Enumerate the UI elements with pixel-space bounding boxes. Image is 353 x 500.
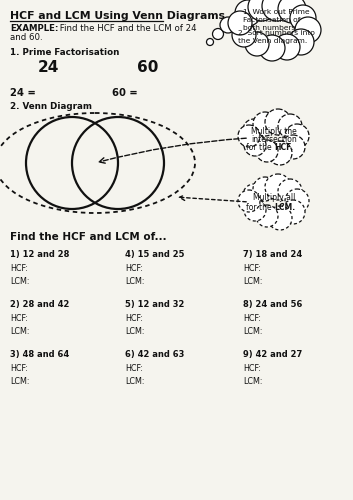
Text: 2. Venn Diagram: 2. Venn Diagram <box>10 102 92 111</box>
Circle shape <box>278 179 302 203</box>
Text: LCM:: LCM: <box>125 377 144 386</box>
Text: LCM:: LCM: <box>243 327 263 336</box>
Text: LCM:: LCM: <box>125 277 144 286</box>
Circle shape <box>253 177 277 201</box>
Text: Find the HCF and the LCM of 24: Find the HCF and the LCM of 24 <box>57 24 197 33</box>
Circle shape <box>253 112 277 136</box>
Text: for the: for the <box>246 202 274 211</box>
Circle shape <box>256 205 278 227</box>
Circle shape <box>285 189 309 213</box>
Text: EXAMPLE:: EXAMPLE: <box>10 24 58 33</box>
Text: 8) 24 and 56: 8) 24 and 56 <box>243 300 303 309</box>
Text: 5) 12 and 32: 5) 12 and 32 <box>125 300 184 309</box>
Text: HCF:: HCF: <box>10 364 28 373</box>
Circle shape <box>274 34 300 60</box>
Circle shape <box>248 0 276 21</box>
Circle shape <box>259 35 285 61</box>
Circle shape <box>288 29 314 55</box>
Text: for the: for the <box>246 142 274 152</box>
Text: LCM:: LCM: <box>243 377 263 386</box>
Circle shape <box>290 5 316 31</box>
Circle shape <box>228 11 252 35</box>
Text: Multiply all: Multiply all <box>253 194 295 202</box>
Text: LCM:: LCM: <box>10 327 30 336</box>
Text: LCM:: LCM: <box>243 277 263 286</box>
Text: LCM:: LCM: <box>125 327 144 336</box>
Text: intersection: intersection <box>251 134 297 143</box>
Text: 60: 60 <box>137 60 159 75</box>
Circle shape <box>232 23 256 47</box>
Text: and 60.: and 60. <box>10 33 43 42</box>
Circle shape <box>207 38 214 46</box>
Text: 1) 12 and 28: 1) 12 and 28 <box>10 250 70 259</box>
Circle shape <box>281 135 305 159</box>
Text: 2. Sort numbers into
the Venn diagram.: 2. Sort numbers into the Venn diagram. <box>238 30 315 44</box>
Text: HCF:: HCF: <box>10 314 28 323</box>
Circle shape <box>278 114 302 138</box>
Text: HCF:: HCF: <box>243 264 261 273</box>
Circle shape <box>244 199 266 221</box>
Circle shape <box>278 0 306 23</box>
Text: 2) 28 and 42: 2) 28 and 42 <box>10 300 70 309</box>
Circle shape <box>243 184 265 206</box>
Text: HCF:: HCF: <box>243 364 261 373</box>
Text: 1. Work out Prime
Factorisation of
both numbers.: 1. Work out Prime Factorisation of both … <box>243 8 309 32</box>
Circle shape <box>262 0 292 21</box>
Text: HCF:: HCF: <box>243 314 261 323</box>
Circle shape <box>281 200 305 224</box>
Text: Find the HCF and LCM of...: Find the HCF and LCM of... <box>10 232 167 242</box>
Text: 24 =: 24 = <box>10 88 36 98</box>
Text: 24: 24 <box>37 60 59 75</box>
Circle shape <box>265 109 291 135</box>
Text: 1. Prime Factorisation: 1. Prime Factorisation <box>10 48 119 57</box>
Text: 3) 48 and 64: 3) 48 and 64 <box>10 350 69 359</box>
Circle shape <box>285 124 309 148</box>
Text: 6) 42 and 63: 6) 42 and 63 <box>125 350 184 359</box>
Text: HCF:: HCF: <box>125 264 143 273</box>
Circle shape <box>220 17 236 33</box>
Text: 4) 15 and 25: 4) 15 and 25 <box>125 250 185 259</box>
Text: HCF:: HCF: <box>125 314 143 323</box>
Circle shape <box>245 32 269 56</box>
Circle shape <box>238 125 260 147</box>
Circle shape <box>244 134 266 156</box>
Text: HCF and LCM Using Venn Diagrams: HCF and LCM Using Venn Diagrams <box>10 11 225 21</box>
Circle shape <box>268 141 292 165</box>
Text: HCF:: HCF: <box>10 264 28 273</box>
Text: 9) 42 and 27: 9) 42 and 27 <box>243 350 302 359</box>
Circle shape <box>256 140 278 162</box>
Text: HCF:: HCF: <box>125 364 143 373</box>
Circle shape <box>235 0 261 26</box>
Text: LCM:: LCM: <box>10 377 30 386</box>
Text: Multiply the: Multiply the <box>251 126 297 136</box>
Text: LCM:: LCM: <box>10 277 30 286</box>
Text: 60 =: 60 = <box>112 88 138 98</box>
Circle shape <box>243 119 265 141</box>
Text: LCM.: LCM. <box>274 202 295 211</box>
Circle shape <box>295 17 321 43</box>
Circle shape <box>238 190 260 212</box>
Text: HCF.: HCF. <box>274 142 293 152</box>
Circle shape <box>268 206 292 230</box>
Text: 7) 18 and 24: 7) 18 and 24 <box>243 250 302 259</box>
Circle shape <box>213 28 223 40</box>
Circle shape <box>265 174 291 200</box>
